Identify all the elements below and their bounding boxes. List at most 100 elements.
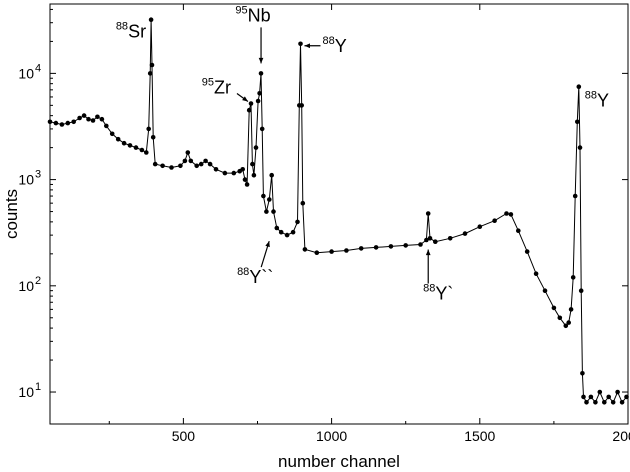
data-point — [65, 120, 71, 126]
data-point — [150, 135, 156, 140]
data-point — [492, 218, 497, 223]
data-points-layer — [47, 17, 629, 405]
y-tick-label: 10 — [18, 172, 34, 188]
data-point — [427, 236, 433, 241]
data-point — [542, 288, 548, 294]
data-point — [606, 394, 611, 400]
data-point — [222, 170, 228, 176]
data-point — [295, 219, 300, 225]
data-point — [373, 245, 379, 250]
data-point — [344, 248, 349, 253]
peak-arrowhead — [425, 249, 431, 256]
data-point — [104, 123, 109, 129]
data-point — [418, 242, 423, 247]
data-point — [90, 118, 96, 123]
peak-label: 88Y`` — [237, 266, 273, 287]
plot-frame — [49, 3, 629, 425]
annotations-layer: 88Sr 95Nb 95Zr 88Y 88Y 88Y`` 88Y` — [116, 4, 609, 303]
x-tick-label: 500 — [172, 428, 196, 444]
y-tick-label: 10 — [18, 278, 34, 294]
data-point — [269, 172, 275, 178]
data-point — [149, 62, 155, 68]
data-point — [152, 161, 158, 167]
data-point — [358, 246, 364, 251]
data-point — [588, 394, 594, 400]
data-point — [271, 209, 276, 214]
data-point — [284, 232, 290, 238]
data-point — [99, 116, 105, 122]
y-tick-label: 10 — [18, 65, 34, 81]
data-point — [255, 98, 261, 104]
data-point — [425, 211, 431, 216]
data-point — [160, 163, 165, 169]
peak-label: 88Y — [322, 35, 346, 56]
peak-arrowhead — [304, 43, 310, 49]
data-point — [568, 307, 574, 312]
data-point — [580, 371, 585, 376]
data-point — [299, 103, 305, 108]
data-point — [178, 163, 183, 169]
data-point — [77, 115, 82, 121]
data-point — [516, 228, 521, 233]
data-point — [109, 131, 115, 137]
data-point — [570, 275, 576, 280]
data-point — [575, 119, 580, 125]
data-point — [300, 200, 306, 206]
data-point — [593, 400, 598, 405]
y-tick-label: 10 — [18, 384, 34, 400]
x-tick-label: 1000 — [316, 428, 347, 444]
data-point — [139, 147, 145, 153]
data-point — [577, 145, 583, 150]
data-point — [602, 400, 607, 405]
peak-arrowhead — [258, 57, 264, 64]
data-point — [551, 305, 557, 311]
data-point — [302, 247, 308, 252]
data-point — [261, 193, 266, 199]
data-point — [624, 394, 629, 400]
data-point — [267, 197, 272, 202]
data-point — [47, 119, 53, 125]
peak-label: 88Y — [585, 90, 609, 111]
data-point — [572, 193, 578, 199]
data-point — [182, 158, 188, 164]
data-point — [257, 91, 262, 96]
data-point — [133, 145, 139, 150]
data-point — [578, 288, 584, 294]
data-point — [246, 107, 252, 113]
y-tick-exponent: 1 — [35, 381, 41, 393]
data-point — [244, 182, 250, 187]
data-point — [615, 389, 620, 395]
data-point — [213, 167, 219, 172]
data-point — [169, 165, 174, 170]
peak-label: 95Zr — [202, 77, 231, 98]
data-point — [433, 239, 438, 244]
y-tick-exponent: 4 — [35, 62, 41, 74]
peak-label: 95Nb — [235, 4, 270, 25]
data-point — [563, 323, 569, 329]
data-point — [115, 136, 121, 142]
data-point — [477, 224, 483, 229]
data-point — [81, 113, 87, 118]
data-point — [188, 158, 194, 164]
data-point — [619, 400, 625, 405]
x-tick-label: 1500 — [464, 428, 495, 444]
data-point — [146, 126, 151, 132]
data-point — [298, 41, 303, 47]
data-point — [240, 167, 245, 172]
data-point — [251, 172, 257, 178]
data-point — [584, 400, 589, 405]
data-point — [533, 271, 539, 277]
y-tick-exponent: 2 — [35, 275, 41, 287]
data-point — [53, 120, 59, 126]
data-point — [290, 229, 296, 235]
y-axis-label: counts — [2, 189, 21, 239]
peak-label: 88Sr — [116, 21, 146, 42]
data-point — [581, 394, 586, 400]
data-point — [576, 84, 582, 89]
data-point — [278, 229, 284, 235]
data-point — [447, 236, 453, 241]
data-point — [127, 143, 133, 148]
data-point — [259, 126, 265, 132]
data-point — [144, 150, 149, 155]
